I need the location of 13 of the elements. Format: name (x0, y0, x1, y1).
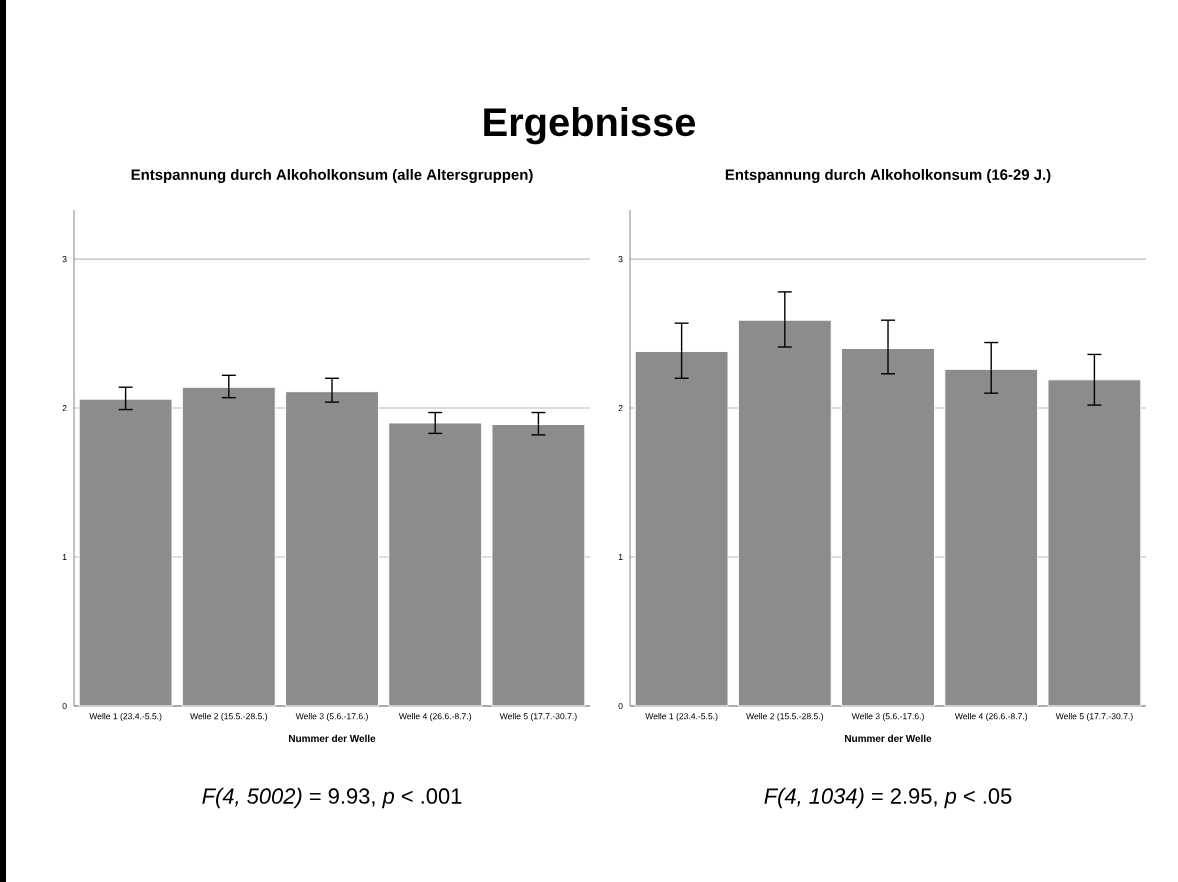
bar (841, 347, 935, 707)
text: F(4, 1034) = 2.95, p < .05 (764, 787, 1012, 809)
bar (737, 319, 832, 707)
text: Ergebnisse (484, 107, 696, 145)
bar (634, 350, 729, 707)
bar (1047, 379, 1142, 707)
bar (491, 423, 586, 707)
bar (285, 391, 379, 707)
bar (388, 422, 483, 707)
bar (944, 368, 1039, 707)
bar (181, 386, 276, 707)
bar (78, 398, 173, 707)
text: F(4, 5002) = 9.93, p < .001 (202, 787, 462, 809)
